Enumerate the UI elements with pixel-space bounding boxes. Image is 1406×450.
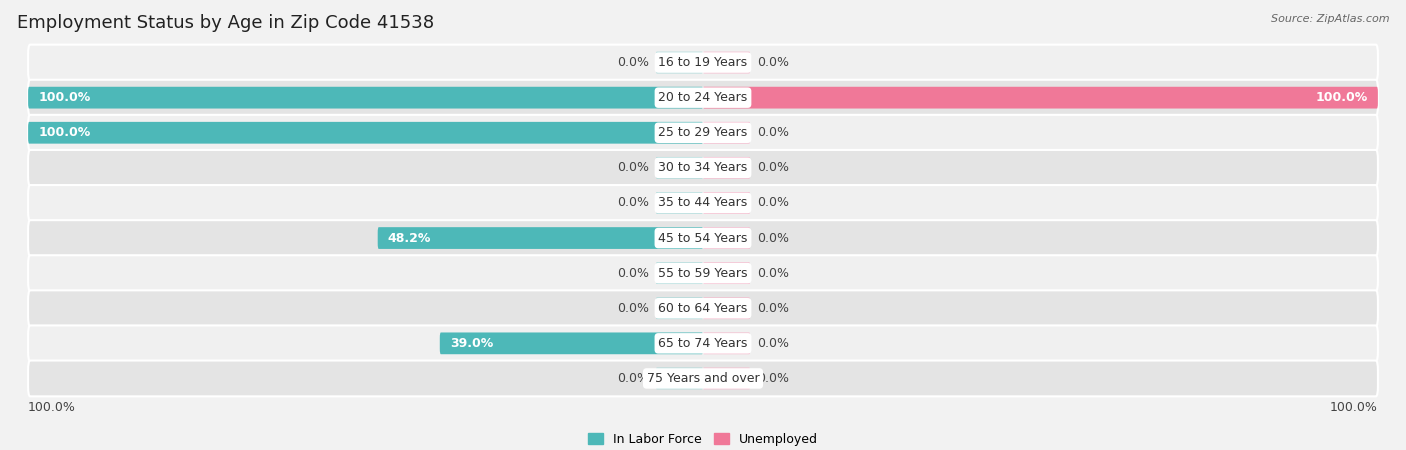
FancyBboxPatch shape	[703, 52, 751, 73]
FancyBboxPatch shape	[655, 368, 703, 389]
Text: 0.0%: 0.0%	[617, 56, 650, 69]
Text: 0.0%: 0.0%	[756, 126, 789, 139]
FancyBboxPatch shape	[703, 227, 751, 249]
Text: 0.0%: 0.0%	[756, 56, 789, 69]
Text: 0.0%: 0.0%	[617, 372, 650, 385]
Text: 0.0%: 0.0%	[756, 372, 789, 385]
FancyBboxPatch shape	[28, 255, 1378, 291]
FancyBboxPatch shape	[655, 297, 703, 319]
Text: 0.0%: 0.0%	[617, 162, 650, 174]
Text: 30 to 34 Years: 30 to 34 Years	[658, 162, 748, 174]
FancyBboxPatch shape	[703, 333, 751, 354]
Text: 0.0%: 0.0%	[756, 162, 789, 174]
FancyBboxPatch shape	[655, 192, 703, 214]
Text: 65 to 74 Years: 65 to 74 Years	[658, 337, 748, 350]
Text: 75 Years and over: 75 Years and over	[647, 372, 759, 385]
FancyBboxPatch shape	[28, 115, 1378, 151]
FancyBboxPatch shape	[28, 220, 1378, 256]
Text: 0.0%: 0.0%	[617, 267, 650, 279]
Text: 25 to 29 Years: 25 to 29 Years	[658, 126, 748, 139]
Text: 39.0%: 39.0%	[450, 337, 494, 350]
Text: 35 to 44 Years: 35 to 44 Years	[658, 197, 748, 209]
FancyBboxPatch shape	[655, 262, 703, 284]
FancyBboxPatch shape	[440, 333, 703, 354]
FancyBboxPatch shape	[28, 185, 1378, 221]
Text: Employment Status by Age in Zip Code 41538: Employment Status by Age in Zip Code 415…	[17, 14, 434, 32]
Text: 16 to 19 Years: 16 to 19 Years	[658, 56, 748, 69]
Text: 0.0%: 0.0%	[617, 302, 650, 315]
FancyBboxPatch shape	[703, 157, 751, 179]
FancyBboxPatch shape	[703, 368, 751, 389]
FancyBboxPatch shape	[378, 227, 703, 249]
FancyBboxPatch shape	[655, 52, 703, 73]
Text: 55 to 59 Years: 55 to 59 Years	[658, 267, 748, 279]
Text: 0.0%: 0.0%	[756, 267, 789, 279]
FancyBboxPatch shape	[703, 262, 751, 284]
Text: 45 to 54 Years: 45 to 54 Years	[658, 232, 748, 244]
FancyBboxPatch shape	[655, 157, 703, 179]
FancyBboxPatch shape	[28, 45, 1378, 81]
Text: 100.0%: 100.0%	[38, 91, 90, 104]
Text: 0.0%: 0.0%	[756, 232, 789, 244]
Text: 0.0%: 0.0%	[756, 302, 789, 315]
FancyBboxPatch shape	[28, 290, 1378, 326]
Legend: In Labor Force, Unemployed: In Labor Force, Unemployed	[588, 433, 818, 446]
Text: Source: ZipAtlas.com: Source: ZipAtlas.com	[1271, 14, 1389, 23]
FancyBboxPatch shape	[28, 122, 703, 144]
FancyBboxPatch shape	[703, 192, 751, 214]
Text: 0.0%: 0.0%	[756, 337, 789, 350]
Text: 100.0%: 100.0%	[38, 126, 90, 139]
FancyBboxPatch shape	[28, 360, 1378, 396]
FancyBboxPatch shape	[703, 122, 751, 144]
FancyBboxPatch shape	[703, 87, 1378, 108]
Text: 100.0%: 100.0%	[1330, 401, 1378, 414]
Text: 0.0%: 0.0%	[756, 197, 789, 209]
Text: 48.2%: 48.2%	[388, 232, 432, 244]
FancyBboxPatch shape	[28, 150, 1378, 186]
Text: 0.0%: 0.0%	[617, 197, 650, 209]
Text: 60 to 64 Years: 60 to 64 Years	[658, 302, 748, 315]
FancyBboxPatch shape	[703, 297, 751, 319]
Text: 100.0%: 100.0%	[28, 401, 76, 414]
FancyBboxPatch shape	[28, 87, 703, 108]
Text: 20 to 24 Years: 20 to 24 Years	[658, 91, 748, 104]
Text: 100.0%: 100.0%	[1316, 91, 1368, 104]
FancyBboxPatch shape	[28, 80, 1378, 116]
FancyBboxPatch shape	[28, 325, 1378, 361]
